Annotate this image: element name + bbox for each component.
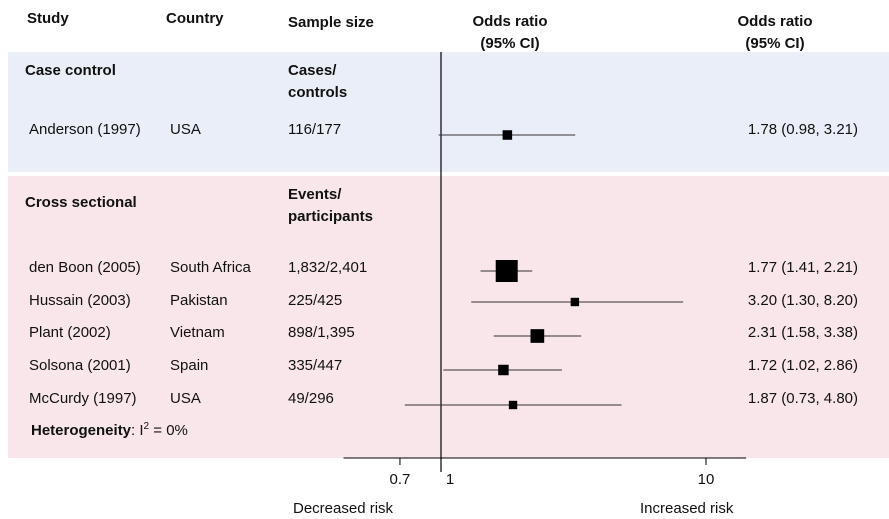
cross-sectional-band — [8, 176, 889, 458]
heterogeneity-label: Heterogeneity — [31, 422, 132, 439]
sample-label-participants: participants — [288, 208, 374, 225]
header-odds-ratio-right: Odds ratio — [737, 13, 813, 30]
study-country: USA — [170, 121, 201, 138]
x-axis-tick-label: 10 — [698, 471, 715, 488]
point-estimate-marker — [530, 329, 545, 343]
study-country: USA — [170, 390, 201, 407]
study-country: Vietnam — [170, 324, 225, 341]
header-sample-size: Sample size — [288, 14, 374, 31]
header-odds-ratio-left: Odds ratio — [472, 13, 548, 30]
study-sample: 225/425 — [288, 292, 343, 309]
study-sample: 335/447 — [288, 357, 343, 374]
study-name: McCurdy (1997) — [29, 390, 137, 407]
point-estimate-marker — [570, 297, 580, 307]
study-sample: 116/177 — [288, 121, 342, 138]
study-name: Hussain (2003) — [29, 292, 131, 309]
study-name: Solsona (2001) — [29, 357, 131, 374]
axis-increased-risk: Increased risk — [640, 500, 734, 517]
point-estimate-marker — [508, 400, 518, 410]
case-control-band — [8, 52, 889, 172]
study-ci-text: 3.20 (1.30, 8.20) — [747, 292, 858, 309]
x-axis-tick-label: 1 — [446, 471, 454, 488]
sample-label-events: Events/ — [288, 186, 342, 203]
study-sample: 1,832/2,401 — [288, 259, 368, 276]
study-ci-text: 1.87 (0.73, 4.80) — [747, 390, 858, 407]
study-name: Plant (2002) — [29, 324, 111, 341]
header-ci-left: (95% CI) — [480, 35, 540, 52]
sample-label-cases: Cases/ — [288, 62, 337, 79]
point-estimate-marker — [502, 130, 513, 140]
section-title-case-control: Case control — [25, 62, 116, 79]
study-ci-text: 1.77 (1.41, 2.21) — [747, 259, 858, 276]
study-country: Pakistan — [170, 292, 228, 309]
study-sample: 49/296 — [288, 390, 334, 407]
header-country: Country — [166, 10, 224, 27]
study-name: Anderson (1997) — [29, 121, 141, 138]
heterogeneity-symbol: I — [139, 422, 144, 439]
study-ci-text: 2.31 (1.58, 3.38) — [747, 324, 858, 341]
point-estimate-marker — [498, 364, 509, 376]
axis-decreased-risk: Decreased risk — [293, 500, 394, 517]
study-ci-text: 1.72 (1.02, 2.86) — [747, 357, 858, 374]
point-estimate-marker — [495, 260, 518, 282]
header-ci-right: (95% CI) — [745, 35, 805, 52]
heterogeneity-superscript: 2 — [143, 421, 150, 432]
header-study: Study — [27, 10, 69, 27]
sample-label-controls: controls — [288, 84, 348, 101]
heterogeneity-sep: : — [131, 422, 136, 439]
x-axis-tick-label: 0.7 — [390, 471, 411, 488]
study-country: South Africa — [170, 259, 251, 276]
study-ci-text: 1.78 (0.98, 3.21) — [747, 121, 858, 138]
section-title-cross-sectional: Cross sectional — [25, 194, 137, 211]
study-country: Spain — [170, 357, 209, 374]
heterogeneity-value: = 0% — [149, 422, 188, 439]
study-name: den Boon (2005) — [29, 259, 141, 276]
heterogeneity-stat: Heterogeneity: I2 = 0% — [31, 422, 188, 440]
study-sample: 898/1,395 — [288, 324, 355, 341]
